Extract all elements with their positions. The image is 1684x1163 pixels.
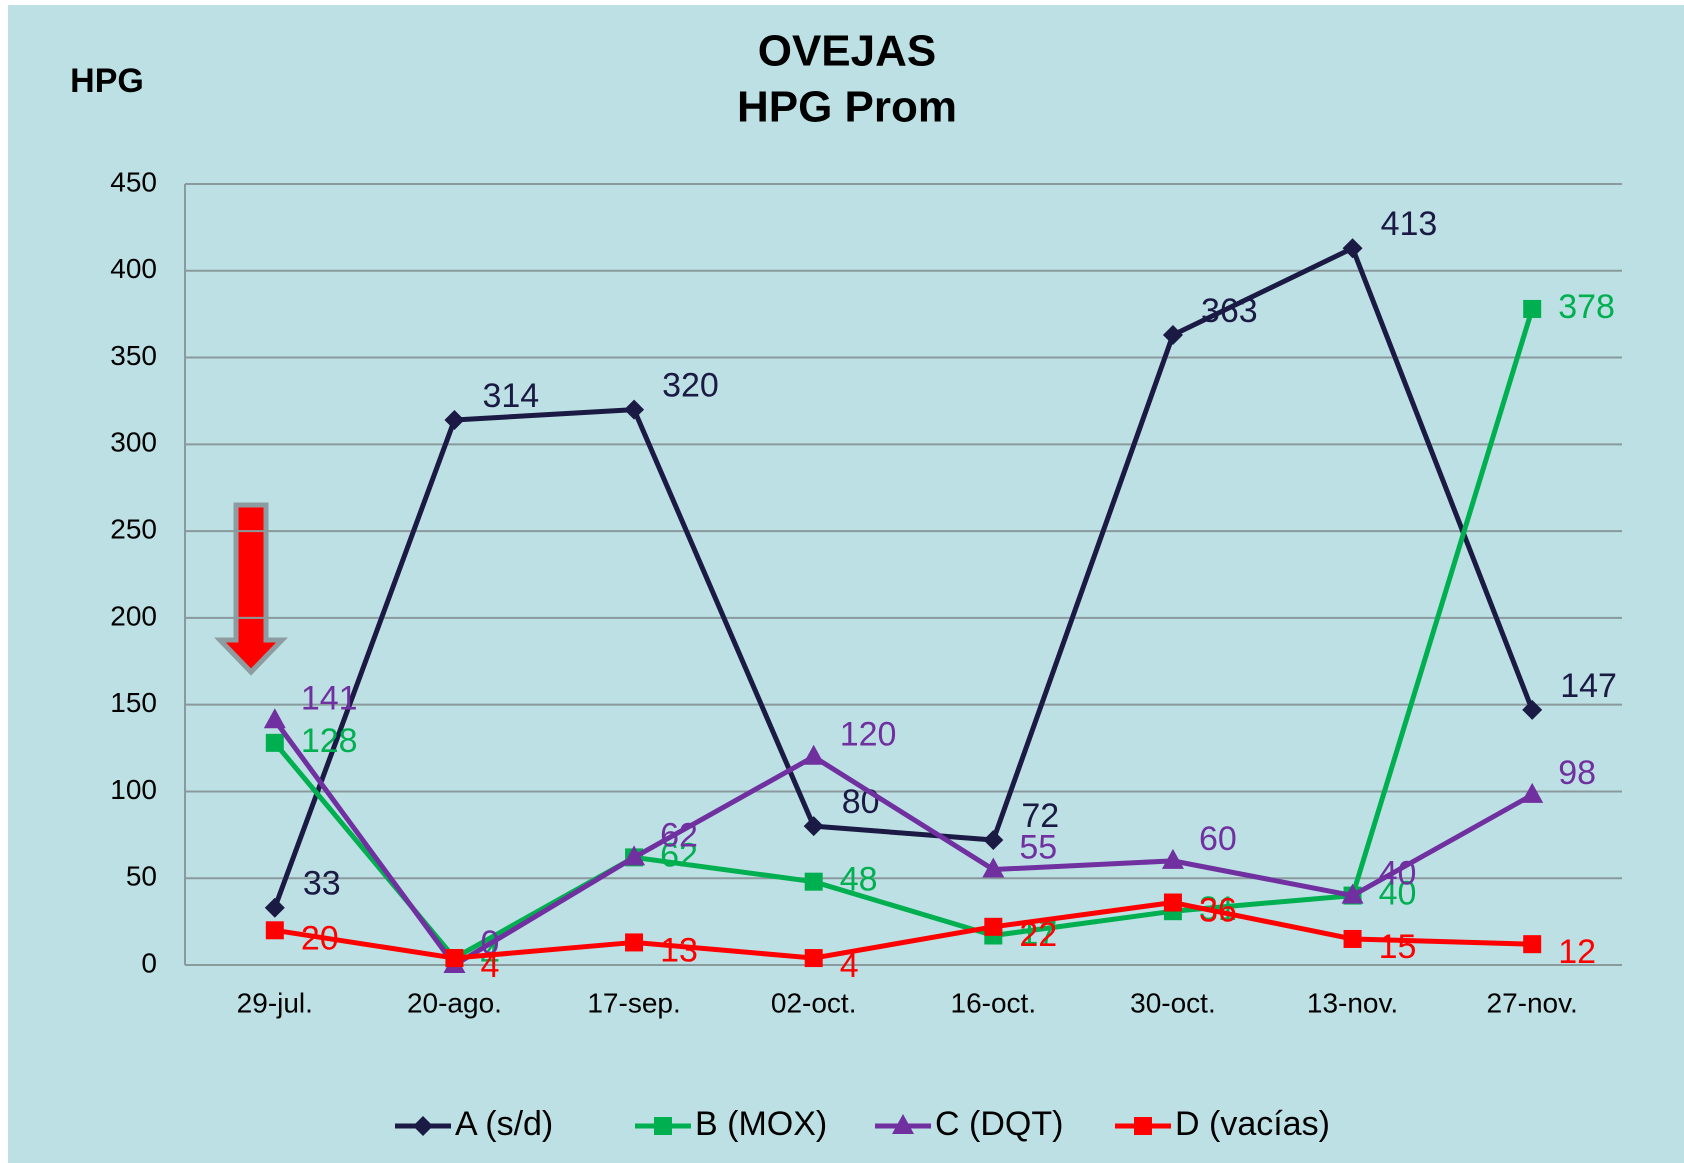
data-label: 20	[301, 919, 339, 957]
data-point	[1522, 699, 1543, 720]
data-label: 72	[1021, 797, 1059, 835]
data-label: 141	[301, 679, 358, 717]
y-tick-label: 0	[141, 947, 157, 978]
data-point	[1162, 324, 1183, 345]
data-label: 320	[662, 367, 719, 405]
data-point	[265, 733, 284, 752]
legend-label: C (DQT)	[935, 1105, 1063, 1143]
chart-background	[8, 5, 1684, 1163]
data-point	[804, 949, 823, 968]
data-point	[803, 816, 824, 837]
data-point	[1341, 883, 1364, 904]
data-point	[802, 744, 825, 765]
y-tick-label: 300	[110, 427, 157, 458]
data-label: 363	[1201, 292, 1258, 330]
data-label: 48	[840, 861, 878, 899]
series-line	[272, 718, 1534, 968]
data-label: 55	[1019, 829, 1057, 867]
data-label: 80	[842, 783, 880, 821]
data-point	[982, 857, 1005, 878]
data-point	[444, 410, 465, 431]
legend-item: C (DQT)	[875, 1105, 1063, 1143]
x-tick-label: 02-oct.	[771, 987, 857, 1018]
data-label: 13	[660, 931, 698, 969]
data-label: 62	[660, 816, 698, 854]
data-point	[1161, 848, 1184, 869]
data-point	[1342, 238, 1363, 259]
data-point	[984, 917, 1003, 936]
x-tick-label: 13-nov.	[1307, 987, 1398, 1018]
x-tick-label: 30-oct.	[1130, 987, 1216, 1018]
data-point	[1521, 782, 1544, 803]
x-tick-label: 16-oct.	[951, 987, 1037, 1018]
data-point	[623, 845, 646, 866]
data-label: 147	[1560, 667, 1617, 705]
series-line	[274, 900, 1533, 961]
legend-label: A (s/d)	[455, 1105, 553, 1143]
legend-label: D (vacías)	[1175, 1105, 1330, 1143]
data-label: 40	[1379, 855, 1417, 893]
data-point	[264, 897, 285, 918]
data-label: 22	[1019, 916, 1057, 954]
legend-marker	[1134, 1117, 1152, 1135]
data-label: 60	[1199, 820, 1237, 858]
data-label: 413	[1381, 205, 1438, 243]
data-label: 4	[840, 947, 859, 985]
data-label: 120	[840, 716, 897, 754]
legend-item: B (MOX)	[635, 1105, 827, 1143]
data-label: 33	[303, 865, 341, 903]
data-label: 36	[1199, 892, 1237, 930]
y-tick-label: 50	[126, 861, 157, 892]
chart-title: OVEJAS	[758, 27, 937, 76]
data-point	[1523, 299, 1542, 318]
data-point	[1163, 893, 1182, 912]
legend-item: D (vacías)	[1115, 1105, 1330, 1143]
series-line	[272, 245, 1535, 909]
y-tick-label: 150	[110, 687, 157, 718]
y-tick-label: 200	[110, 600, 157, 631]
x-tick-label: 20-ago.	[407, 987, 502, 1018]
legend-marker	[654, 1117, 672, 1135]
x-tick-label: 29-jul.	[237, 987, 313, 1018]
y-tick-label: 350	[110, 340, 157, 371]
data-label: 378	[1558, 288, 1615, 326]
data-label: 4	[480, 947, 499, 985]
legend-label: B (MOX)	[695, 1105, 827, 1143]
x-tick-label: 17-sep.	[587, 987, 680, 1018]
data-label: 98	[1558, 754, 1596, 792]
data-point	[445, 949, 464, 968]
data-label: 15	[1379, 928, 1417, 966]
data-label: 12	[1558, 933, 1596, 971]
series-line	[272, 308, 1535, 961]
y-tick-label: 450	[110, 166, 157, 197]
x-tick-label: 27-nov.	[1487, 987, 1578, 1018]
data-point	[804, 872, 823, 891]
data-point	[625, 933, 644, 952]
data-point	[983, 830, 1004, 851]
data-point	[263, 708, 286, 729]
data-point	[1523, 935, 1542, 954]
data-label: 62	[660, 836, 698, 874]
data-label: 314	[482, 377, 539, 415]
data-point	[265, 921, 284, 940]
legend-item: A (s/d)	[395, 1105, 553, 1143]
y-tick-label: 250	[110, 514, 157, 545]
legend-marker	[413, 1116, 433, 1136]
chart-subtitle: HPG Prom	[737, 83, 957, 132]
data-label: 128	[301, 722, 358, 760]
data-point	[624, 399, 645, 420]
data-point	[1343, 929, 1362, 948]
legend-marker	[892, 1114, 914, 1134]
data-label: 40	[1379, 875, 1417, 913]
arrow	[214, 502, 288, 676]
y-tick-label: 400	[110, 253, 157, 284]
y-axis-label: HPG	[70, 62, 144, 100]
y-tick-label: 100	[110, 774, 157, 805]
